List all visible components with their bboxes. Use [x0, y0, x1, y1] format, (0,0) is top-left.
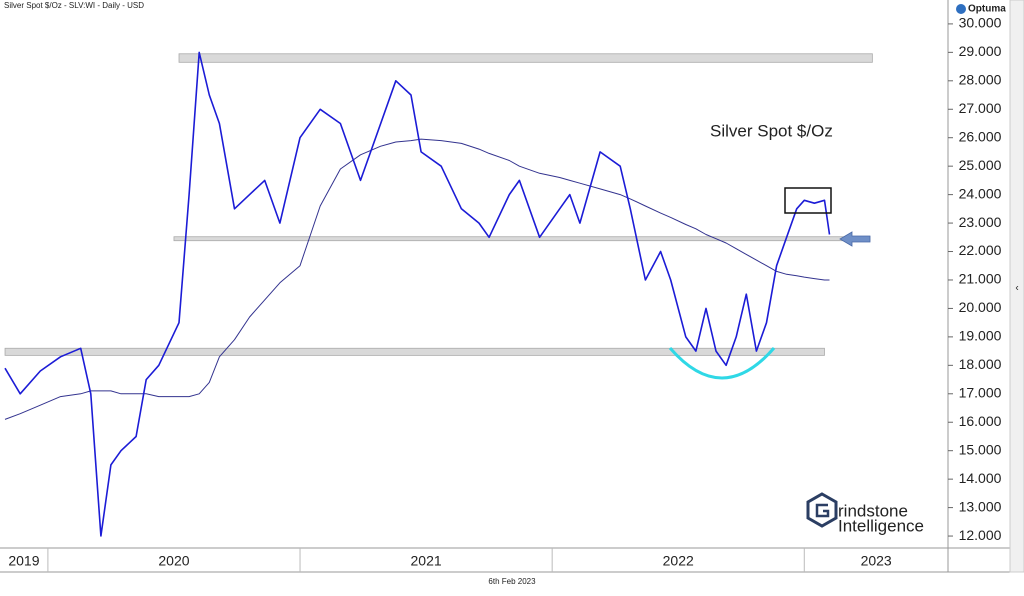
y-tick-label: 24.000: [959, 185, 1002, 201]
series-line: [4, 138, 830, 420]
scroll-arrow[interactable]: ‹: [1015, 283, 1018, 294]
logo-text: Intelligence: [838, 516, 924, 535]
y-tick-label: 15.000: [959, 441, 1002, 457]
logo: rindstone Intelligence: [806, 492, 924, 535]
y-tick-label: 22.000: [959, 242, 1002, 258]
y-tick-label: 17.000: [959, 384, 1002, 400]
y-tick-label: 29.000: [959, 43, 1002, 59]
support-arc: [668, 347, 776, 380]
reference-band: [173, 236, 871, 242]
y-tick-label: 18.000: [959, 356, 1002, 372]
annotation: Silver Spot $/Oz: [710, 121, 833, 140]
x-tick-label: 2020: [158, 553, 189, 569]
reference-band: [4, 347, 825, 356]
y-tick-label: 20.000: [959, 299, 1002, 315]
brand: Optuma: [968, 4, 1006, 15]
y-tick-label: 30.000: [959, 15, 1002, 31]
y-tick-label: 12.000: [959, 527, 1002, 543]
logo-icon: [806, 492, 838, 528]
brand-icon: [956, 4, 966, 14]
y-tick-label: 23.000: [959, 214, 1002, 230]
x-tick-label: 2023: [861, 553, 892, 569]
y-tick-label: 25.000: [959, 157, 1002, 173]
x-tick-label: 2019: [8, 553, 39, 569]
series-line: [4, 51, 831, 537]
x-tick-label: 2022: [663, 553, 694, 569]
date-label: 6th Feb 2023: [488, 577, 536, 586]
y-tick-label: 27.000: [959, 100, 1002, 116]
arrow: [839, 231, 871, 247]
x-tick-label: 2021: [411, 553, 442, 569]
highlight-box: [784, 187, 832, 214]
logo-text: rindstone: [838, 501, 908, 520]
subtitle: Silver Spot $/Oz - SLV:WI - Daily - USD: [4, 1, 144, 10]
y-tick-label: 14.000: [959, 470, 1002, 486]
reference-band: [178, 53, 873, 63]
logo-g: [815, 503, 830, 518]
y-tick-label: 28.000: [959, 72, 1002, 88]
y-tick-label: 16.000: [959, 413, 1002, 429]
y-tick-label: 19.000: [959, 328, 1002, 344]
y-tick-label: 13.000: [959, 498, 1002, 514]
y-tick-label: 26.000: [959, 128, 1002, 144]
y-tick-label: 21.000: [959, 271, 1002, 287]
scrollbar[interactable]: [1009, 0, 1024, 573]
